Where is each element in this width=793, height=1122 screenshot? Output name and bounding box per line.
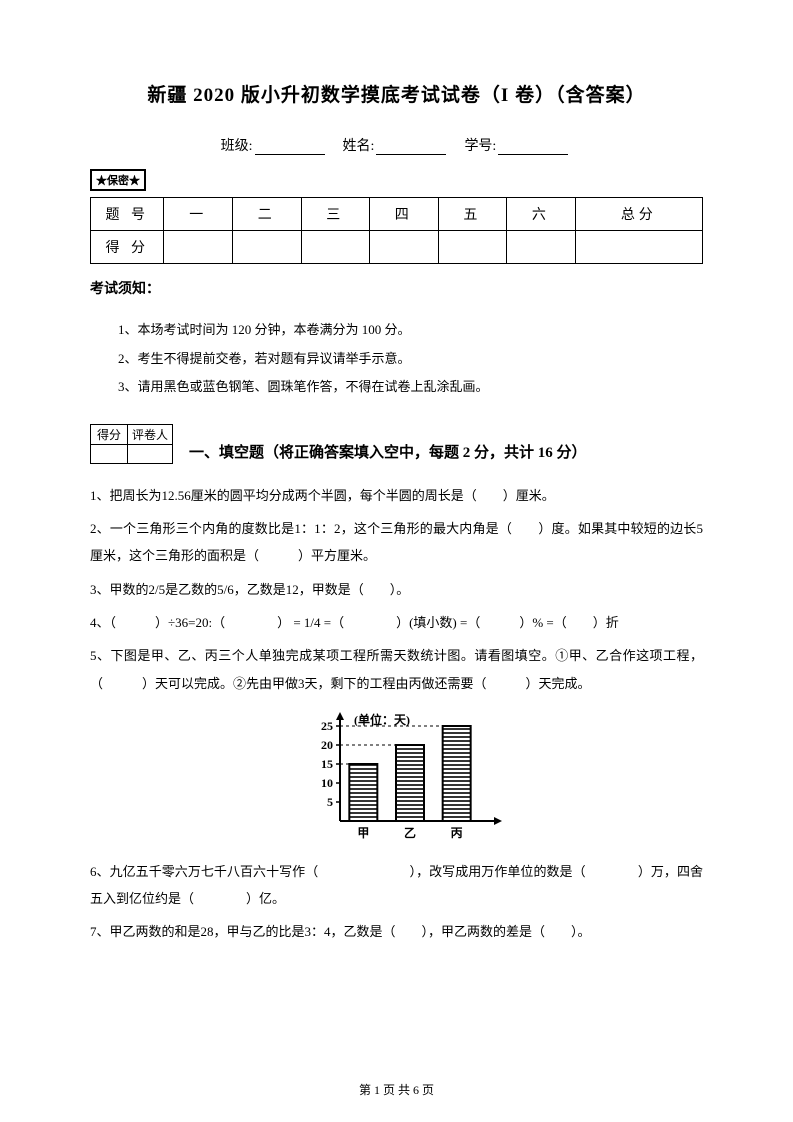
question-5: 5、下图是甲、乙、丙三个人单独完成某项工程所需天数统计图。请看图填空。①甲、乙合… — [90, 642, 703, 697]
notice-title: 考试须知： — [90, 278, 703, 298]
question-4: 4、（ ）÷36=20:（ ） = 1/4 =（ ）(填小数) =（ ）% =（… — [90, 609, 703, 636]
exam-page: 新疆 2020 版小升初数学摸底考试试卷（I 卷）（含答案） 班级: 姓名: 学… — [0, 0, 793, 1122]
mini-grader-cell[interactable] — [128, 444, 173, 463]
name-label: 姓名: — [343, 139, 375, 154]
class-label: 班级: — [221, 139, 253, 154]
sid-blank[interactable] — [498, 140, 568, 155]
svg-text:(单位：天): (单位：天) — [354, 712, 410, 727]
score-cell[interactable] — [507, 231, 576, 264]
score-cell[interactable] — [575, 231, 702, 264]
table-row: 得 分 — [91, 231, 703, 264]
secret-stamp: ★保密★ — [90, 169, 146, 191]
score-cell[interactable] — [438, 231, 507, 264]
table-row: 题 号 一 二 三 四 五 六 总分 — [91, 198, 703, 231]
score-row-label: 得 分 — [91, 231, 164, 264]
score-cell[interactable] — [232, 231, 301, 264]
bar-chart-icon: 5 10 15 20 25 (单位：天) 甲 乙 丙 — [292, 703, 502, 843]
score-cell[interactable] — [164, 231, 233, 264]
svg-text:丙: 丙 — [450, 826, 462, 840]
question-3: 3、甲数的2/5是乙数的5/6，乙数是12，甲数是（ ）。 — [90, 576, 703, 603]
score-col-6: 六 — [507, 198, 576, 231]
mini-grader-label: 评卷人 — [128, 424, 173, 444]
mini-score-cell[interactable] — [91, 444, 128, 463]
section1-header: 得分 评卷人 一、填空题（将正确答案填入空中，每题 2 分，共计 16 分） — [90, 424, 703, 464]
svg-text:25: 25 — [321, 719, 333, 733]
class-blank[interactable] — [255, 140, 325, 155]
question-6: 6、九亿五千零六万七千八百六十写作（ ），改写成用万作单位的数是（ ）万，四舍五… — [90, 858, 703, 913]
notice-item: 3、请用黑色或蓝色钢笔、圆珠笔作答，不得在试卷上乱涂乱画。 — [118, 373, 703, 402]
svg-text:5: 5 — [327, 795, 333, 809]
score-cell[interactable] — [370, 231, 439, 264]
score-col-2: 二 — [232, 198, 301, 231]
sid-label: 学号: — [464, 139, 496, 154]
score-table: 题 号 一 二 三 四 五 六 总分 得 分 — [90, 197, 703, 264]
score-cell[interactable] — [301, 231, 370, 264]
notice-item: 2、考生不得提前交卷，若对题有异议请举手示意。 — [118, 345, 703, 374]
page-title: 新疆 2020 版小升初数学摸底考试试卷（I 卷）（含答案） — [90, 80, 703, 107]
grader-mini-table: 得分 评卷人 — [90, 424, 173, 464]
score-col-qnum: 题 号 — [91, 198, 164, 231]
notice-item: 1、本场考试时间为 120 分钟，本卷满分为 100 分。 — [118, 316, 703, 345]
svg-text:乙: 乙 — [403, 826, 415, 840]
score-col-1: 一 — [164, 198, 233, 231]
score-col-3: 三 — [301, 198, 370, 231]
svg-text:10: 10 — [321, 776, 333, 790]
question-7: 7、甲乙两数的和是28，甲与乙的比是3：4，乙数是（ ），甲乙两数的差是（ ）。 — [90, 918, 703, 945]
bar-chart-wrap: 5 10 15 20 25 (单位：天) 甲 乙 丙 — [90, 703, 703, 848]
name-blank[interactable] — [376, 140, 446, 155]
section1-title: 一、填空题（将正确答案填入空中，每题 2 分，共计 16 分） — [189, 441, 703, 464]
svg-text:20: 20 — [321, 738, 333, 752]
mini-score-label: 得分 — [91, 424, 128, 444]
student-info-line: 班级: 姓名: 学号: — [90, 135, 703, 155]
score-col-total: 总分 — [575, 198, 702, 231]
score-col-4: 四 — [370, 198, 439, 231]
page-footer: 第 1 页 共 6 页 — [0, 1081, 793, 1098]
question-1: 1、把周长为12.56厘米的圆平均分成两个半圆，每个半圆的周长是（ ）厘米。 — [90, 482, 703, 509]
notice-list: 1、本场考试时间为 120 分钟，本卷满分为 100 分。 2、考生不得提前交卷… — [118, 316, 703, 402]
svg-text:甲: 甲 — [357, 826, 369, 840]
question-2: 2、一个三角形三个内角的度数比是1：1：2，这个三角形的最大内角是（ ）度。如果… — [90, 515, 703, 570]
score-col-5: 五 — [438, 198, 507, 231]
svg-text:15: 15 — [321, 757, 333, 771]
